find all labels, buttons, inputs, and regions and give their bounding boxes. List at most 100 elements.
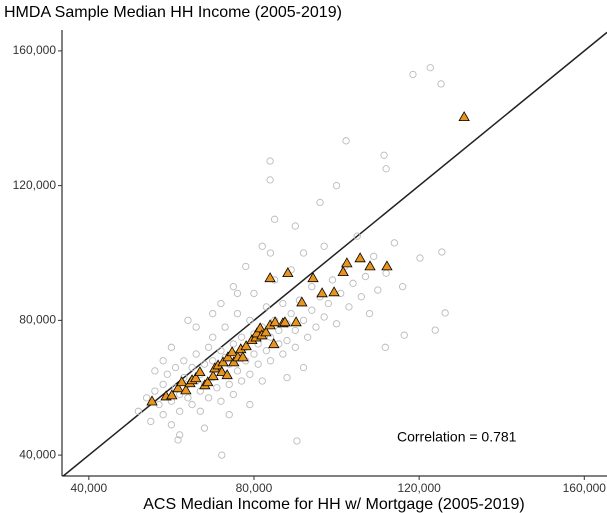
circle-point	[316, 198, 324, 207]
circle-point	[279, 299, 287, 308]
circle-point	[312, 323, 320, 331]
circle-point	[246, 400, 254, 409]
chart-title: HMDA Sample Median HH Income (2005-2019)	[4, 4, 342, 21]
circle-point	[380, 151, 388, 159]
circle-point	[374, 286, 382, 294]
triangle-point	[290, 316, 302, 327]
x-tick-label: 80,000	[236, 481, 273, 495]
circle-point	[365, 309, 374, 318]
circle-point	[246, 316, 254, 325]
triangle-point	[307, 272, 319, 283]
circle-point	[217, 347, 225, 355]
circle-point	[151, 367, 159, 375]
triangle-point	[176, 376, 188, 387]
circle-point	[180, 357, 188, 365]
circle-point	[270, 215, 279, 223]
circle-point	[196, 407, 204, 415]
triangle-point	[316, 287, 328, 298]
circle-point	[304, 333, 312, 341]
circle-point	[342, 137, 350, 145]
circle-point	[299, 363, 308, 372]
circle-point	[192, 350, 200, 358]
triangle-point	[354, 252, 366, 263]
triangle-point	[296, 296, 308, 307]
circle-point	[275, 326, 283, 335]
circle-point	[349, 279, 357, 287]
circle-point	[209, 309, 217, 318]
circle-point	[192, 323, 200, 331]
circle-point	[299, 316, 308, 325]
triangle-point	[260, 326, 272, 337]
circle-point	[293, 437, 301, 445]
circle-point	[291, 326, 299, 335]
circle-point	[308, 306, 316, 314]
circle-point	[291, 343, 299, 351]
circle-point	[437, 80, 445, 88]
circle-point	[370, 252, 378, 261]
circle-point	[398, 283, 407, 291]
circle-point	[209, 357, 217, 365]
circle-point	[382, 165, 390, 173]
circle-point	[159, 380, 167, 389]
circle-point	[188, 400, 196, 409]
circle-point	[320, 242, 328, 250]
y-tick-label: 80,000	[19, 313, 56, 327]
circle-point	[233, 309, 242, 318]
y-tick-label: 120,000	[13, 178, 57, 192]
circle-point	[266, 357, 275, 365]
circle-point	[357, 293, 365, 301]
triangle-point	[221, 369, 233, 380]
triangle-point	[228, 356, 240, 367]
circle-point	[262, 303, 271, 311]
circle-point	[409, 70, 417, 79]
circle-point	[266, 249, 275, 257]
circle-point	[416, 254, 424, 262]
circle-point	[324, 299, 332, 308]
triangle-point	[216, 366, 228, 377]
circle-point	[308, 283, 316, 291]
circle-point	[382, 269, 390, 277]
triangle-point	[458, 111, 470, 122]
x-tick-label: 40,000	[70, 481, 107, 495]
circle-point	[221, 323, 229, 331]
triangle-point	[146, 395, 158, 406]
circle-point	[176, 407, 184, 415]
circle-point	[142, 394, 151, 402]
circle-point	[167, 421, 176, 429]
circle-point	[184, 394, 192, 402]
triangle-point	[279, 316, 291, 327]
triangle-point	[207, 370, 219, 381]
circle-point	[299, 249, 308, 257]
circle-point	[200, 424, 209, 432]
triangle-point	[341, 257, 353, 268]
circle-point	[171, 363, 180, 372]
circle-point	[438, 248, 446, 256]
circle-point	[279, 350, 287, 358]
triangle-point	[194, 366, 206, 377]
circle-point	[204, 343, 213, 351]
circle-point	[287, 309, 295, 318]
circle-point	[283, 373, 291, 382]
circle-point	[200, 360, 209, 368]
circle-point	[176, 431, 184, 439]
circle-point	[151, 387, 159, 395]
circle-point	[237, 377, 246, 385]
circle-point	[167, 343, 176, 351]
circle-point	[345, 303, 353, 311]
circle-point	[254, 360, 262, 368]
circle-point	[163, 370, 171, 378]
triangle-point	[264, 272, 276, 283]
triangle-point	[202, 376, 214, 387]
circle-point	[328, 276, 337, 284]
circle-point	[174, 436, 182, 444]
circle-point	[147, 417, 155, 426]
triangle-point	[226, 346, 238, 357]
circle-point	[258, 242, 266, 250]
circle-point	[218, 451, 226, 459]
circle-point	[159, 357, 167, 365]
triangle-point	[172, 382, 184, 393]
circle-point	[426, 64, 434, 72]
triangle-point	[328, 286, 340, 297]
circle-point	[242, 262, 250, 271]
circle-point	[258, 377, 266, 385]
